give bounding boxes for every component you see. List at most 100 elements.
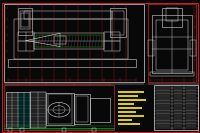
Point <box>130 60 134 62</box>
Point <box>70 18 74 20</box>
Point <box>106 60 110 62</box>
Point <box>160 6 164 8</box>
Point <box>148 48 152 50</box>
Point <box>154 36 158 38</box>
Point <box>190 0 194 2</box>
Point <box>190 12 194 14</box>
Bar <box>148 4 196 82</box>
Point <box>94 30 98 32</box>
Point <box>196 84 200 86</box>
Point <box>82 114 86 116</box>
Point <box>154 54 158 56</box>
Point <box>136 42 140 44</box>
Point <box>130 132 134 133</box>
Point <box>46 36 50 38</box>
Point <box>22 42 26 44</box>
Point <box>100 78 104 80</box>
Point <box>142 90 146 92</box>
Point <box>166 24 170 26</box>
Point <box>136 84 140 86</box>
Point <box>178 96 182 98</box>
Point <box>70 90 74 92</box>
Point <box>118 90 122 92</box>
Point <box>136 126 140 128</box>
Point <box>76 0 80 2</box>
Point <box>190 132 194 133</box>
Point <box>28 66 32 68</box>
Point <box>88 6 92 8</box>
Point <box>22 78 26 80</box>
Point <box>154 42 158 44</box>
Point <box>58 84 62 86</box>
Point <box>148 84 152 86</box>
Point <box>136 96 140 98</box>
Point <box>154 0 158 2</box>
Point <box>178 108 182 110</box>
Point <box>190 6 194 8</box>
Point <box>52 132 56 133</box>
Point <box>190 96 194 98</box>
Point <box>112 114 116 116</box>
Point <box>46 30 50 32</box>
Point <box>70 30 74 32</box>
Point <box>106 48 110 50</box>
Point <box>172 30 176 32</box>
Point <box>142 60 146 62</box>
Point <box>64 96 68 98</box>
Point <box>10 72 14 74</box>
Point <box>76 126 80 128</box>
Point <box>142 84 146 86</box>
Point <box>148 126 152 128</box>
Point <box>142 126 146 128</box>
Point <box>70 54 74 56</box>
Point <box>124 126 128 128</box>
Point <box>136 12 140 14</box>
Point <box>82 102 86 104</box>
Point <box>28 96 32 98</box>
Point <box>4 12 8 14</box>
Point <box>100 108 104 110</box>
Point <box>58 42 62 44</box>
Point <box>16 126 20 128</box>
Point <box>190 24 194 26</box>
Point <box>160 90 164 92</box>
Point <box>118 30 122 32</box>
Point <box>0 96 2 98</box>
Point <box>22 30 26 32</box>
Point <box>52 6 56 8</box>
Point <box>130 18 134 20</box>
Point <box>64 132 68 133</box>
Point <box>58 114 62 116</box>
Point <box>10 36 14 38</box>
Point <box>178 0 182 2</box>
Point <box>88 72 92 74</box>
Point <box>64 78 68 80</box>
Point <box>166 132 170 133</box>
Point <box>58 102 62 104</box>
Point <box>4 126 8 128</box>
Point <box>112 48 116 50</box>
Point <box>130 120 134 122</box>
Point <box>70 108 74 110</box>
Point <box>118 18 122 20</box>
Point <box>106 102 110 104</box>
Point <box>94 84 98 86</box>
Point <box>10 126 14 128</box>
Point <box>172 60 176 62</box>
Point <box>88 78 92 80</box>
Point <box>142 24 146 26</box>
Point <box>88 132 92 133</box>
Point <box>52 84 56 86</box>
Point <box>88 108 92 110</box>
Point <box>40 96 44 98</box>
Point <box>196 48 200 50</box>
Point <box>40 6 44 8</box>
Point <box>100 12 104 14</box>
Point <box>154 102 158 104</box>
Point <box>124 120 128 122</box>
Point <box>58 54 62 56</box>
Point <box>52 120 56 122</box>
Point <box>40 24 44 26</box>
Point <box>82 90 86 92</box>
Bar <box>24 11 112 19</box>
